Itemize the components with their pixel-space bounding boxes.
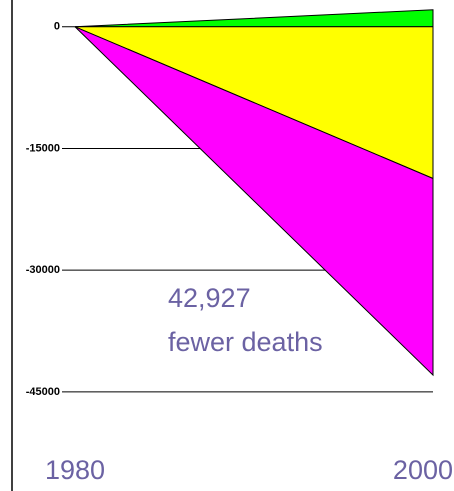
- area: [74, 9, 434, 28]
- y-tick-label: -45000: [26, 386, 60, 398]
- x-tick-label: 1980: [45, 455, 105, 485]
- annotation: fewer deaths: [168, 327, 323, 357]
- annotation: 42,927: [168, 283, 251, 313]
- y-tick-label: -15000: [26, 142, 60, 154]
- area: [74, 26, 434, 377]
- y-tick-label: -30000: [26, 264, 60, 276]
- x-tick-label: 2000: [393, 455, 453, 485]
- y-tick-label: 0: [54, 21, 60, 33]
